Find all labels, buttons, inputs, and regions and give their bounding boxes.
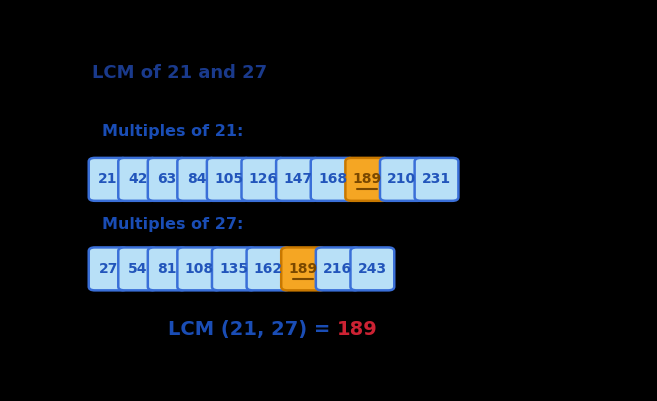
FancyBboxPatch shape [380,158,424,201]
Text: 189: 189 [353,172,382,186]
FancyBboxPatch shape [415,158,459,201]
Text: 105: 105 [214,172,243,186]
Text: 27: 27 [99,262,118,276]
Text: 21: 21 [99,172,118,186]
Text: 189: 189 [337,320,378,338]
FancyBboxPatch shape [177,158,216,201]
FancyBboxPatch shape [207,158,251,201]
Text: 162: 162 [254,262,283,276]
FancyBboxPatch shape [89,158,127,201]
Text: LCM (21, 27) =: LCM (21, 27) = [168,320,337,338]
FancyBboxPatch shape [89,247,127,290]
FancyBboxPatch shape [346,158,389,201]
Text: 81: 81 [158,262,177,276]
FancyBboxPatch shape [212,247,256,290]
FancyBboxPatch shape [118,158,157,201]
Text: Multiples of 27:: Multiples of 27: [102,217,244,232]
Text: 216: 216 [323,262,352,276]
FancyBboxPatch shape [148,247,187,290]
Text: 63: 63 [158,172,177,186]
Text: 147: 147 [283,172,313,186]
Text: 54: 54 [128,262,147,276]
FancyBboxPatch shape [350,247,394,290]
Text: 168: 168 [318,172,347,186]
Text: 126: 126 [249,172,278,186]
FancyBboxPatch shape [148,158,187,201]
Text: 84: 84 [187,172,206,186]
Text: 135: 135 [219,262,248,276]
FancyBboxPatch shape [177,247,221,290]
Text: 231: 231 [422,172,451,186]
FancyBboxPatch shape [281,247,325,290]
FancyBboxPatch shape [246,247,290,290]
Text: 42: 42 [128,172,147,186]
Text: 210: 210 [388,172,417,186]
FancyBboxPatch shape [276,158,320,201]
FancyBboxPatch shape [316,247,359,290]
Text: 189: 189 [288,262,318,276]
FancyBboxPatch shape [118,247,157,290]
Text: Multiples of 21:: Multiples of 21: [102,124,244,139]
FancyBboxPatch shape [242,158,285,201]
FancyBboxPatch shape [311,158,355,201]
Text: LCM of 21 and 27: LCM of 21 and 27 [92,64,267,81]
Text: 108: 108 [185,262,214,276]
Text: 243: 243 [358,262,387,276]
